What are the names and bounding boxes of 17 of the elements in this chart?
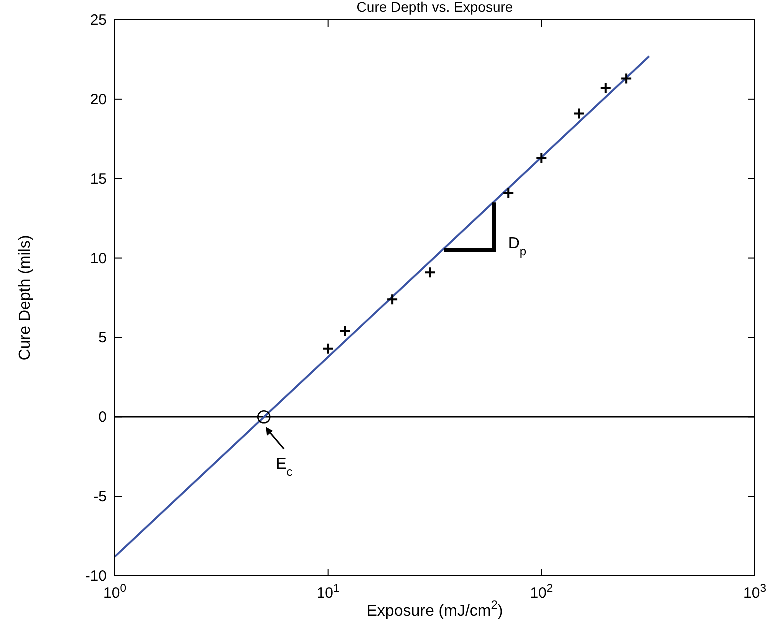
x-tick-label: 10$^{1}$ bbox=[316, 583, 340, 602]
y-tick-label: 25 bbox=[90, 12, 107, 29]
y-tick-label: 15 bbox=[90, 170, 107, 188]
x-axis-title: Exposure (mJ/cm$^{2}$) bbox=[366, 598, 504, 620]
y-tick-label: 5 bbox=[98, 330, 107, 347]
annotation: D$_{p}$ bbox=[508, 235, 527, 258]
annotation: E$_{c}$ bbox=[276, 456, 293, 480]
x-tick-label: 10$^{3}$ bbox=[744, 583, 766, 602]
x-tick-label: 10$^{2}$ bbox=[530, 583, 554, 602]
chart-title: Cure Depth vs. Exposure bbox=[356, 0, 514, 15]
y-tick-label: 0 bbox=[98, 409, 107, 426]
y-tick-label: -5 bbox=[94, 488, 107, 506]
y-tick-label: 20 bbox=[90, 91, 107, 108]
y-tick-label: -10 bbox=[85, 568, 107, 585]
y-axis-title: Cure Depth (mils) bbox=[17, 235, 34, 361]
y-tick-label: 10 bbox=[90, 250, 107, 268]
x-tick-label: 10$^{0}$ bbox=[104, 583, 126, 602]
